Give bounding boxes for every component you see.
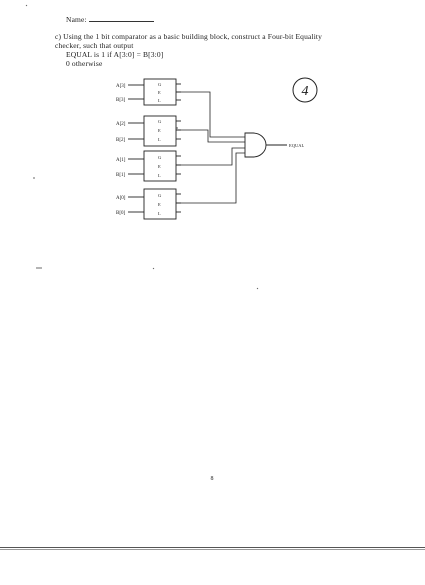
comparator-2: A[2] B[2] G E L <box>116 115 181 147</box>
comparator-1-port-g: G <box>158 155 162 160</box>
comparator-1-port-l: L <box>158 173 161 178</box>
comparator-2-port-g: G <box>158 119 162 124</box>
comparator-3-port-g: G <box>158 82 162 87</box>
comparator-3-a-label: A[3] <box>116 84 126 89</box>
comparator-2-b-label: B[2] <box>116 138 126 143</box>
comparator-0: A[0] B[0] G E L <box>116 188 181 220</box>
output-label: EQUAL <box>289 143 304 148</box>
wire-e1 <box>176 147 245 166</box>
comparator-0-port-l: L <box>158 211 161 216</box>
comparator-0-b-label: B[0] <box>116 211 126 216</box>
comparator-2-port-e: E <box>158 128 161 133</box>
bottom-scan-edge-secondary <box>0 549 425 550</box>
scan-specks <box>25 4 259 290</box>
comparator-2-port-l: L <box>158 137 161 142</box>
comparator-0-port-e: E <box>158 202 161 207</box>
wires <box>176 91 245 204</box>
comparator-3-port-l: L <box>158 98 161 103</box>
comparator-3: A[3] B[3] G E L <box>116 78 181 106</box>
question-line-4: 0 otherwise <box>66 59 103 68</box>
comparator-0-a-label: A[0] <box>116 196 126 201</box>
name-label: Name: <box>66 15 87 24</box>
wire-e2 <box>176 129 245 143</box>
score-mark: 4 <box>292 77 318 103</box>
comparator-3-port-e: E <box>158 90 161 95</box>
comparator-0-port-g: G <box>158 193 162 198</box>
comparator-1-port-e: E <box>158 164 161 169</box>
bottom-scan-edge <box>0 547 425 548</box>
comparator-3-b-label: B[3] <box>116 98 126 103</box>
question-line-3: EQUAL is 1 if A[3:0] = B[3:0] <box>66 50 164 59</box>
question-line-1: c) Using the 1 bit comparator as a basic… <box>55 32 323 41</box>
page-number: 8 <box>211 476 214 482</box>
comparator-1-b-label: B[1] <box>116 173 126 178</box>
comparator-1: A[1] B[1] G E L <box>116 150 181 182</box>
wire-e0 <box>176 152 245 204</box>
comparator-1-a-label: A[1] <box>116 158 126 163</box>
question-line-2: checker, such that output <box>55 41 134 50</box>
wire-e3 <box>176 91 245 138</box>
and-gate <box>244 132 267 158</box>
score-mark-text: 4 <box>302 84 309 99</box>
comparator-2-a-label: A[2] <box>116 122 126 127</box>
name-blank-line <box>89 21 154 22</box>
